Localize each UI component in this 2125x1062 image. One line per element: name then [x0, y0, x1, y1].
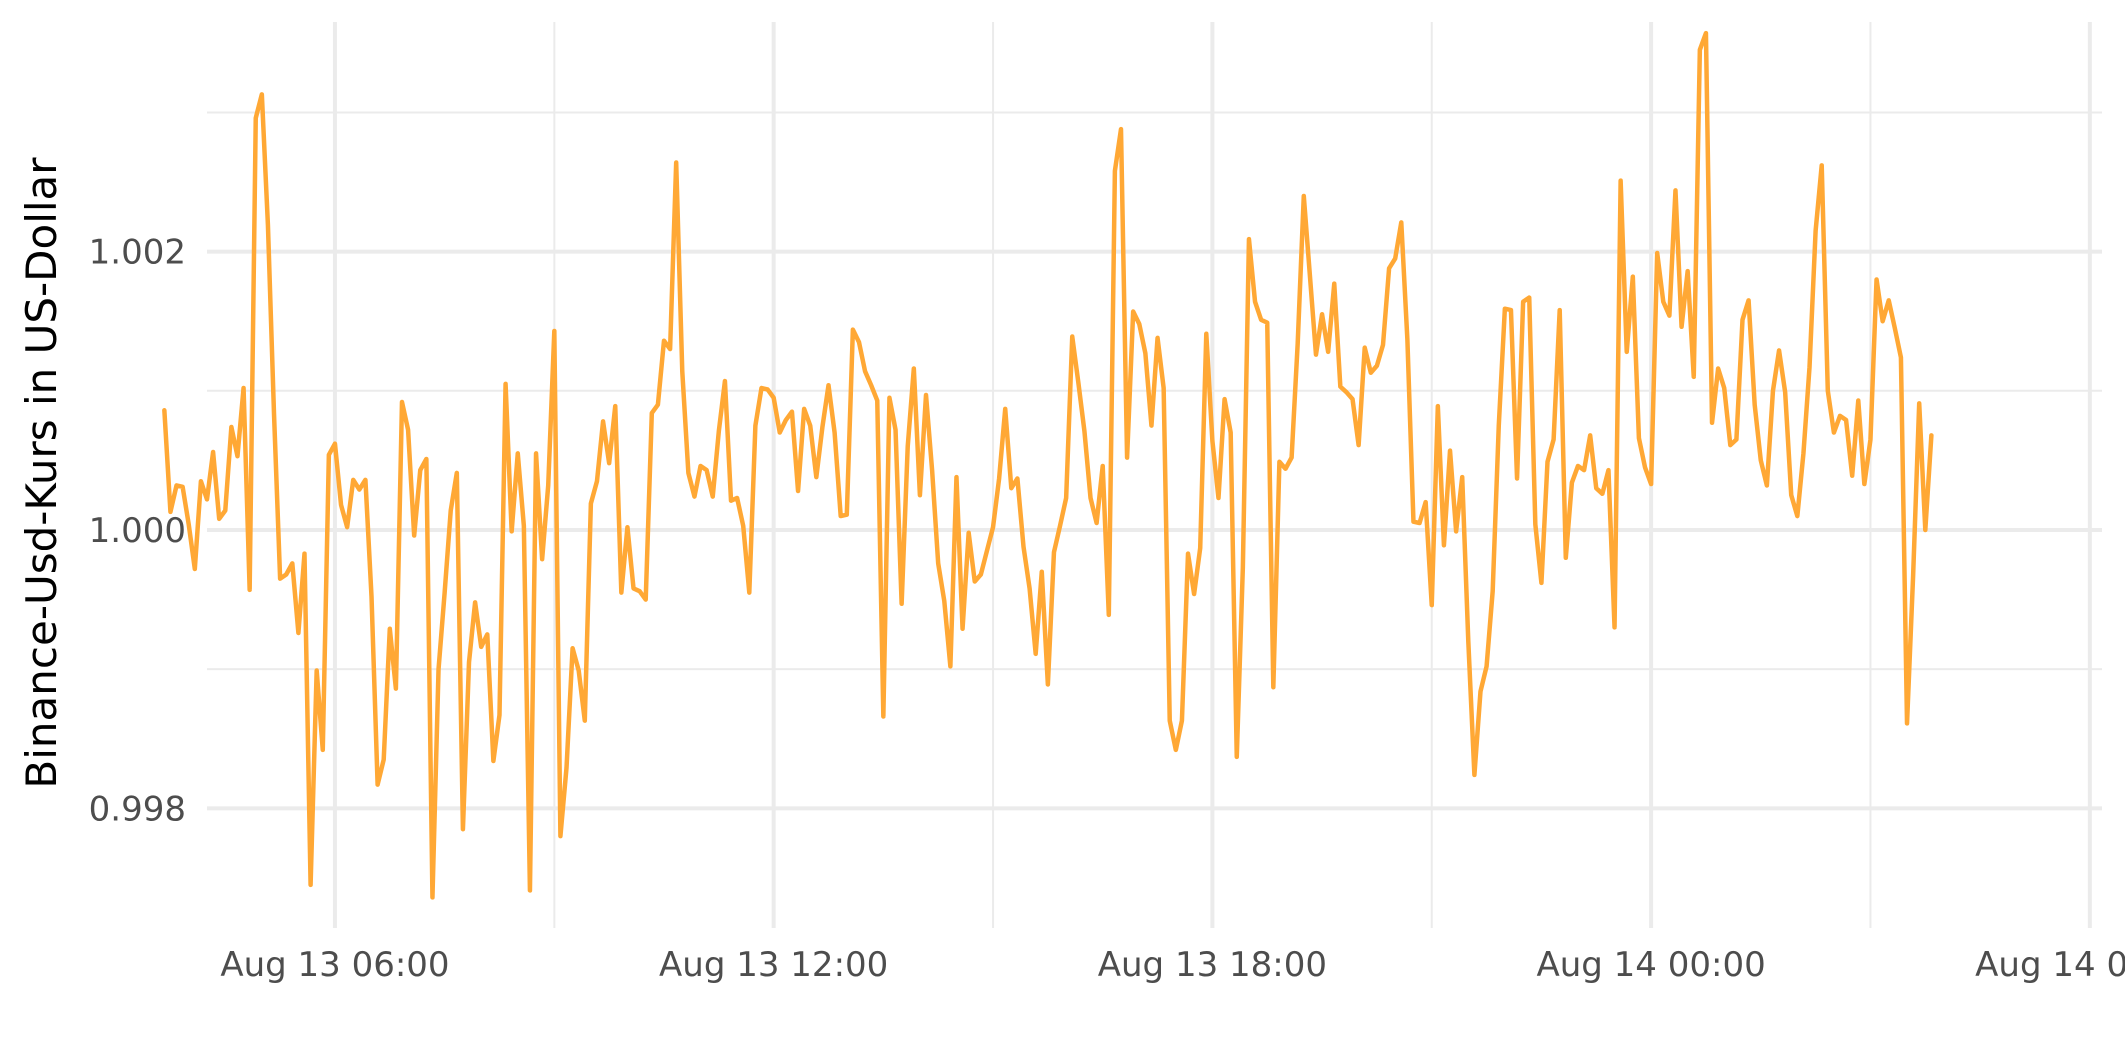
- y-tick-label: 1.000: [89, 511, 186, 551]
- x-axis-ticks: Aug 13 06:00 Aug 13 12:00 Aug 13 18:00 Aug …: [220, 945, 2125, 985]
- x-tick-label: Aug 14 06:00: [1975, 945, 2125, 985]
- y-axis-title: Binance-Usd-Kurs in US-Dollar: [17, 157, 66, 789]
- series-line: [162, 30, 1934, 900]
- x-tick-label: Aug 13 12:00: [659, 945, 888, 985]
- x-tick-label: Aug 14 00:00: [1536, 945, 1765, 985]
- y-tick-label: 0.998: [89, 789, 186, 829]
- y-tick-label: 1.002: [89, 233, 186, 273]
- x-tick-label: Aug 13 18:00: [1098, 945, 1327, 985]
- series-layer: [162, 30, 1934, 900]
- y-axis-ticks: 0.998 1.000 1.002: [89, 233, 186, 830]
- x-tick-label: Aug 13 06:00: [220, 945, 449, 985]
- grid: [207, 22, 2102, 928]
